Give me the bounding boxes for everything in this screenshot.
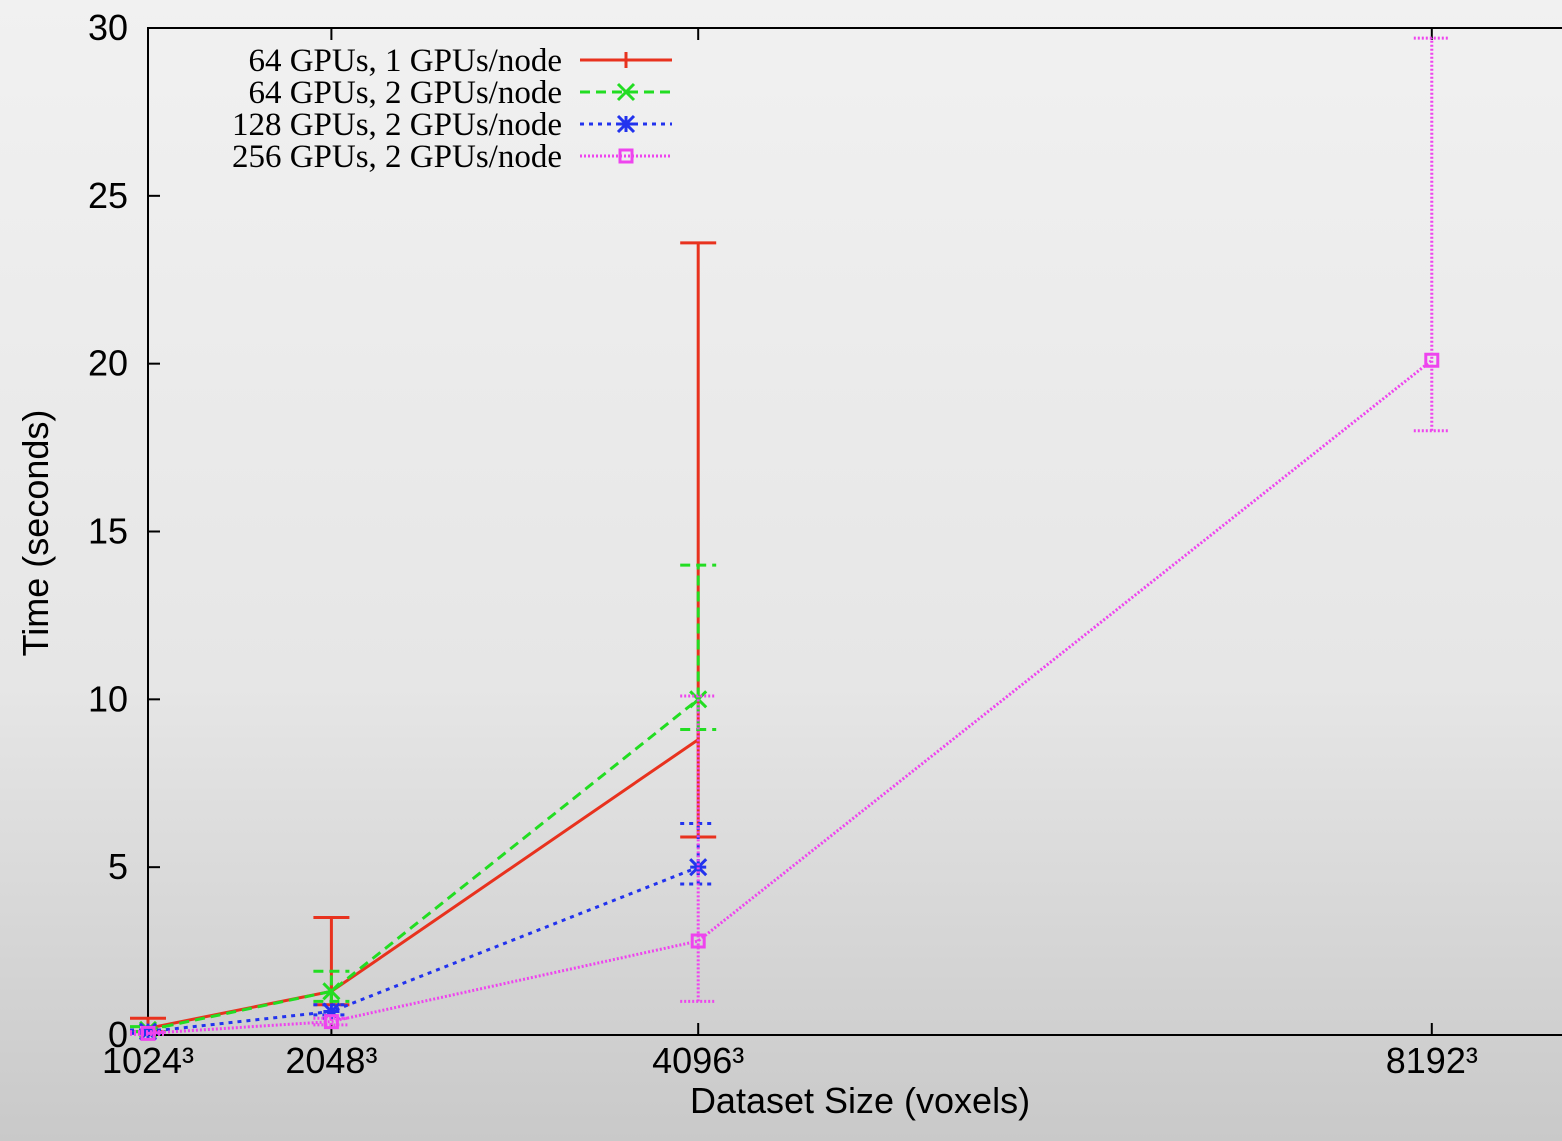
y-tick-label: 5 <box>108 846 128 887</box>
x-tick-label: 8192³ <box>1386 1040 1478 1081</box>
legend-label: 64 GPUs, 2 GPUs/node <box>248 75 562 111</box>
y-tick-label: 20 <box>88 343 128 384</box>
y-tick-label: 10 <box>88 678 128 719</box>
legend-marker <box>618 116 634 132</box>
x-axis-label: Dataset Size (voxels) <box>690 1080 1030 1121</box>
legend-label: 256 GPUs, 2 GPUs/node <box>232 139 562 175</box>
legend-label: 64 GPUs, 1 GPUs/node <box>248 43 562 79</box>
x-tick-label: 4096³ <box>652 1040 744 1081</box>
legend-label: 128 GPUs, 2 GPUs/node <box>232 107 562 143</box>
chart: Dataset Size (voxels) Time (seconds) 051… <box>0 0 1562 1141</box>
y-tick-label: 25 <box>88 175 128 216</box>
y-tick-label: 15 <box>88 511 128 552</box>
y-axis-label: Time (seconds) <box>15 410 56 657</box>
y-tick-label: 30 <box>88 7 128 48</box>
x-tick-label: 1024³ <box>102 1040 194 1081</box>
x-tick-label: 2048³ <box>285 1040 377 1081</box>
